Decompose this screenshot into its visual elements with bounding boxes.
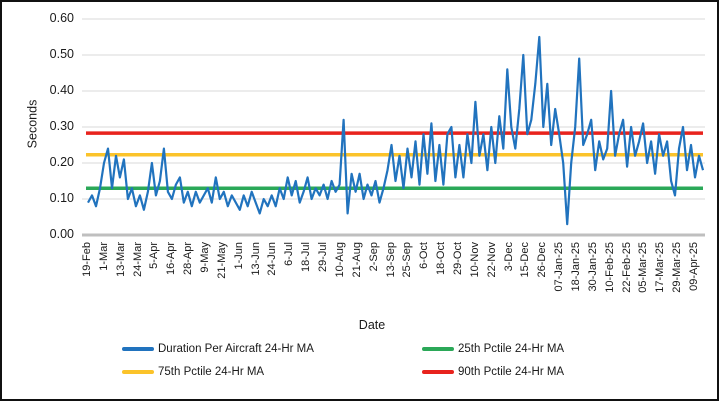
- x-tick-label: 24-Jun: [266, 242, 279, 276]
- x-tick-label: 18-Oct: [435, 242, 448, 276]
- x-tick-label: 16-Apr: [165, 242, 178, 276]
- x-tick-label: 1-Jun: [232, 242, 245, 270]
- x-tick-label: 09-Apr-25: [688, 242, 700, 291]
- legend-swatch-duration: [122, 347, 154, 351]
- x-tick-label: 3-Dec: [502, 242, 515, 272]
- legend-label-25th-pctile: 25th Pctile 24-Hr MA: [458, 343, 565, 355]
- legend-label-75th-pctile: 75th Pctile 24-Hr MA: [158, 366, 265, 378]
- legend-label-90th-pctile: 90th Pctile 24-Hr MA: [458, 366, 565, 378]
- x-tick-label: 21-Aug: [350, 242, 363, 278]
- legend-item-duration: Duration Per Aircraft 24-Hr MA: [122, 342, 314, 356]
- x-tick-label: 1-Mar: [97, 242, 110, 271]
- legend-item-90th-pctile: 90th Pctile 24-Hr MA: [422, 365, 564, 379]
- x-tick-label: 2-Sep: [367, 242, 380, 272]
- y-tick-label: 0.50: [49, 47, 74, 61]
- x-tick-label: 17-Mar-25: [654, 242, 667, 293]
- legend-label-duration: Duration Per Aircraft 24-Hr MA: [158, 343, 314, 355]
- x-tick-label: 26-Dec: [536, 242, 549, 278]
- x-tick-label: 05-Mar-25: [637, 242, 650, 293]
- y-tick-label: 0.40: [49, 83, 74, 97]
- x-tick-label: 25-Sep: [401, 242, 414, 278]
- x-tick-label: 13-Sep: [384, 242, 397, 278]
- legend-swatch-75th-pctile: [122, 370, 154, 374]
- x-tick-label: 18-Jul: [300, 242, 313, 272]
- y-tick-label: 0.60: [49, 11, 74, 25]
- x-axis-title: Date: [358, 318, 386, 332]
- x-tick-label: 6-Oct: [418, 242, 431, 269]
- x-tick-label: 13-Jun: [249, 242, 262, 276]
- x-tick-label: 18-Jan-25: [569, 242, 582, 292]
- percentile-reference-lines: [86, 131, 703, 190]
- gridlines: [82, 18, 705, 237]
- y-tick-label: 0.30: [49, 119, 74, 133]
- x-tick-label: 6-Jul: [283, 242, 296, 266]
- x-tick-label: 13-Mar: [114, 242, 127, 277]
- y-tick-label: 0.10: [49, 191, 74, 205]
- legend-swatch-90th-pctile: [422, 370, 454, 374]
- x-tick-label: 10-Feb-25: [603, 242, 616, 293]
- y-tick-label: 0.00: [49, 227, 74, 241]
- x-tick-label: 24-Mar: [131, 242, 144, 277]
- x-tick-label: 21-May: [215, 242, 228, 279]
- x-tick-label: 10-Nov: [468, 242, 481, 278]
- duration-series-line: [87, 35, 705, 226]
- plot-area: [82, 18, 705, 237]
- x-tick-label: 29-Jul: [317, 242, 330, 272]
- x-tick-label: 29-Oct: [451, 242, 464, 276]
- x-tick-label: 29-Mar-25: [671, 242, 684, 293]
- x-tick-label: 07-Jan-25: [553, 242, 566, 292]
- x-tick-label: 10-Aug: [333, 242, 346, 278]
- x-tick-label: 9-May: [199, 242, 212, 273]
- legend-item-25th-pctile: 25th Pctile 24-Hr MA: [422, 342, 564, 356]
- x-tick-label: 15-Dec: [519, 242, 532, 278]
- y-tick-label: 0.20: [49, 155, 74, 169]
- series-polyline: [87, 35, 705, 226]
- x-tick-label: 5-Apr: [148, 242, 161, 269]
- x-tick-label: 19-Feb: [81, 242, 93, 277]
- x-tick-label: 30-Jan-25: [586, 242, 599, 292]
- legend-swatch-25th-pctile: [422, 347, 454, 351]
- x-tick-label: 22-Nov: [485, 242, 498, 278]
- x-tick-label: 22-Feb-25: [620, 242, 633, 293]
- legend-item-75th-pctile: 75th Pctile 24-Hr MA: [122, 365, 264, 379]
- x-tick-label: 28-Apr: [182, 242, 195, 276]
